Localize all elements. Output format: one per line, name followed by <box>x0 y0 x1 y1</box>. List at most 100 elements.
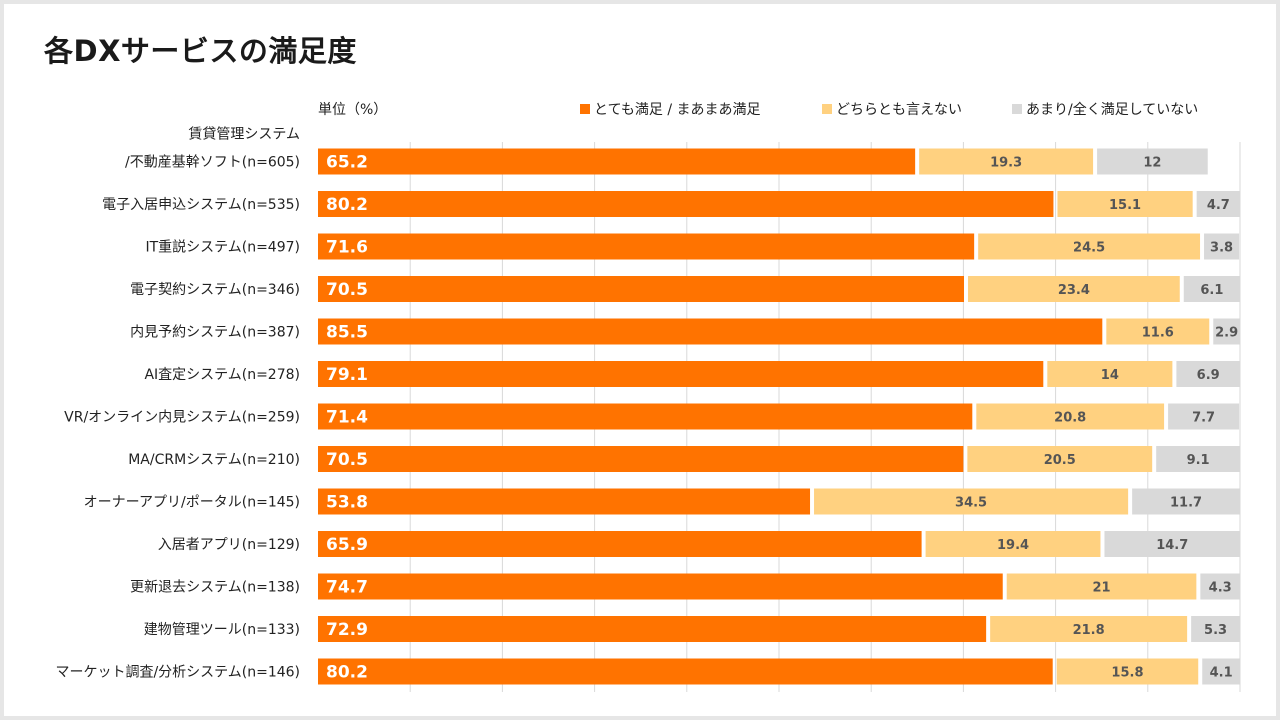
data-label: 74.7 <box>326 578 368 598</box>
data-label: 79.1 <box>326 365 368 385</box>
data-label: 20.8 <box>1054 411 1086 426</box>
category-label: 更新退去システム(n=138) <box>130 580 300 596</box>
bar-segment-neutral <box>1006 573 1197 600</box>
legend-item-satisfied: とても満足 / まあまあ満足 <box>580 99 761 119</box>
data-label: 65.2 <box>326 153 368 173</box>
data-label: 85.5 <box>326 323 368 343</box>
category-label: VR/オンライン内見システム(n=259) <box>64 410 300 426</box>
bar-segment-satisfied <box>318 361 1044 387</box>
data-label: 20.5 <box>1044 453 1076 468</box>
bar-segment-unsatisfied <box>1176 361 1240 387</box>
data-label: 15.8 <box>1111 666 1143 681</box>
category-label: 入居者アプリ(n=129) <box>158 537 300 553</box>
data-label: 11.7 <box>1170 496 1202 511</box>
data-label: 70.5 <box>326 280 368 300</box>
data-label: 19.3 <box>990 156 1022 171</box>
data-label: 7.7 <box>1192 411 1215 426</box>
legend-label-satisfied: とても満足 / まあまあ満足 <box>594 102 761 118</box>
data-label: 9.1 <box>1187 453 1210 468</box>
bar-segment-neutral <box>976 403 1165 430</box>
bar-segment-neutral <box>1056 658 1199 685</box>
data-label: 24.5 <box>1073 241 1105 256</box>
bar-segment-neutral <box>978 233 1201 260</box>
bar-segment-satisfied <box>318 148 916 175</box>
data-label: 14.7 <box>1156 538 1188 553</box>
legend-label-neutral: どちらとも言えない <box>836 102 962 118</box>
chart-title: 各DXサービスの満足度 <box>44 34 357 68</box>
legend-item-unsatisfied: あまり/全く満足していない <box>1012 99 1198 119</box>
bar-segment-unsatisfied <box>1183 276 1240 302</box>
data-label: 5.3 <box>1204 623 1227 638</box>
bar-segment-unsatisfied <box>1132 488 1240 515</box>
data-label: 4.7 <box>1207 198 1230 213</box>
data-label: 21 <box>1092 581 1110 596</box>
legend-swatch-satisfied <box>580 104 590 114</box>
bar-segment-satisfied <box>318 488 811 515</box>
data-label: 21.8 <box>1073 623 1105 638</box>
data-label: 80.2 <box>326 195 368 215</box>
bar-segment-satisfied <box>318 531 922 557</box>
category-label: 内見予約システム(n=387) <box>130 325 300 341</box>
bar-segment-neutral <box>814 488 1129 515</box>
data-label: 71.6 <box>326 238 368 258</box>
data-label: 70.5 <box>326 450 368 470</box>
data-label: 4.3 <box>1209 581 1232 596</box>
data-label: 12 <box>1143 156 1161 171</box>
bar-segment-neutral <box>919 148 1094 175</box>
data-label: 19.4 <box>997 538 1029 553</box>
data-label: 34.5 <box>955 496 987 511</box>
bar-segment-satisfied <box>318 446 964 472</box>
category-label: 電子入居申込システム(n=535) <box>102 197 300 213</box>
unit-label: 単位（%） <box>318 102 388 118</box>
bar-segment-satisfied <box>318 573 1003 600</box>
bar-segment-unsatisfied <box>1168 403 1240 430</box>
data-label: 72.9 <box>326 620 368 640</box>
data-label: 71.4 <box>326 408 368 428</box>
category-label: /不動産基幹ソフト(n=605) <box>125 154 300 171</box>
data-label: 3.8 <box>1210 241 1233 256</box>
bar-segment-unsatisfied <box>1156 446 1240 472</box>
data-label: 80.2 <box>326 663 368 683</box>
category-label: 電子契約システム(n=346) <box>130 282 300 298</box>
legend-label-unsatisfied: あまり/全く満足していない <box>1026 102 1199 118</box>
category-label: AI査定システム(n=278) <box>144 367 300 383</box>
category-label: 建物管理ツール(n=133) <box>144 622 300 638</box>
bar-segment-satisfied <box>318 616 987 642</box>
bar-segment-unsatisfied <box>1202 658 1240 685</box>
data-label: 11.6 <box>1142 326 1174 341</box>
bar-segment-unsatisfied <box>1204 233 1240 260</box>
bar-segment-unsatisfied <box>1191 616 1240 642</box>
category-label: MA/CRMシステム(n=210) <box>128 452 300 468</box>
data-label: 65.9 <box>326 535 368 555</box>
bar-segment-neutral <box>1057 191 1193 217</box>
category-label: オーナーアプリ/ポータル(n=145) <box>84 495 300 511</box>
bar-segment-satisfied <box>318 276 965 302</box>
category-label: マーケット調査/分析システム(n=146) <box>55 665 300 681</box>
bar-segment-satisfied <box>318 658 1053 685</box>
data-label: 2.9 <box>1215 326 1238 341</box>
bar-segment-neutral <box>990 616 1188 642</box>
bar-segment-unsatisfied <box>1097 148 1208 175</box>
category-label: IT重説システム(n=497) <box>145 240 300 256</box>
bar-segment-neutral <box>925 531 1101 557</box>
bar-segment-neutral <box>968 276 1180 302</box>
bar-segment-neutral <box>1047 361 1173 387</box>
legend-swatch-neutral <box>822 104 832 114</box>
bar-segment-satisfied <box>318 191 1054 217</box>
data-label: 14 <box>1101 368 1119 383</box>
bar-segment-unsatisfied <box>1213 318 1240 345</box>
bar-segment-unsatisfied <box>1200 573 1240 600</box>
data-label: 15.1 <box>1109 198 1141 213</box>
bar-segment-satisfied <box>318 233 975 260</box>
bar-segment-unsatisfied <box>1104 531 1240 557</box>
legend-swatch-unsatisfied <box>1012 104 1022 114</box>
data-label: 23.4 <box>1058 283 1090 298</box>
bar-segment-neutral <box>1106 318 1210 345</box>
bar-segment-satisfied <box>318 318 1103 345</box>
data-label: 53.8 <box>326 493 368 513</box>
bar-segment-unsatisfied <box>1196 191 1240 217</box>
bar-segment-satisfied <box>318 403 973 430</box>
bar-segment-neutral <box>967 446 1153 472</box>
data-label: 6.9 <box>1197 368 1220 383</box>
